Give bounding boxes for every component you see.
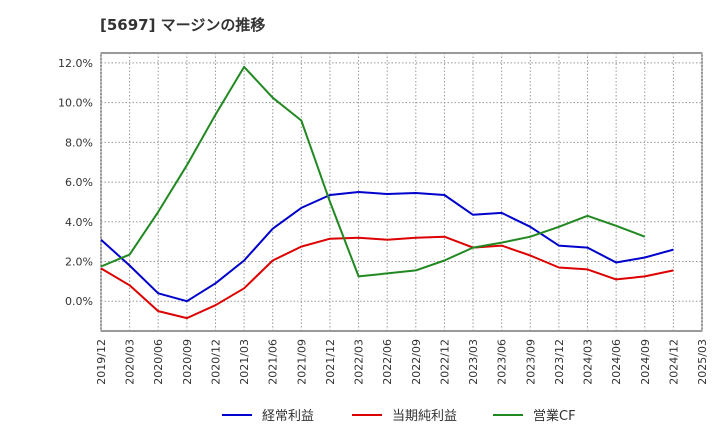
plot-area	[100, 52, 703, 332]
x-tick-label: 2024/03	[582, 339, 595, 385]
x-tick-label: 2020/09	[181, 339, 194, 385]
x-tick-label: 2024/12	[667, 339, 680, 385]
y-tick-label: 6.0%	[65, 176, 93, 189]
x-tick-label: 2020/06	[152, 339, 165, 385]
y-tick-label: 8.0%	[65, 136, 93, 149]
y-tick-label: 10.0%	[58, 97, 93, 110]
y-tick-label: 12.0%	[58, 57, 93, 70]
x-tick-label: 2023/12	[553, 339, 566, 385]
x-tick-label: 2024/09	[639, 339, 652, 385]
series-line-1	[100, 235, 674, 320]
y-tick-label: 4.0%	[65, 216, 93, 229]
x-tick-label: 2021/09	[295, 339, 308, 385]
series-line-2	[100, 65, 646, 278]
chart-title: [5697] マージンの推移	[100, 16, 266, 34]
y-tick-label: 0.0%	[65, 295, 93, 308]
x-tick-label: 2023/09	[524, 339, 537, 385]
x-tick-label: 2022/06	[381, 339, 394, 385]
y-tick-label: 2.0%	[65, 256, 93, 269]
x-tick-label: 2024/06	[610, 339, 623, 385]
legend-label-0: 経常利益	[262, 409, 314, 424]
x-tick-label: 2021/06	[267, 339, 280, 385]
series-line-0	[100, 191, 674, 303]
x-tick-label: 2022/09	[410, 339, 423, 385]
x-tick-label: 2023/06	[496, 339, 509, 385]
x-tick-label: 2022/12	[438, 339, 451, 385]
x-tick-label: 2019/12	[95, 339, 108, 385]
x-tick-label: 2020/03	[124, 339, 137, 385]
x-tick-label: 2020/12	[209, 339, 222, 385]
legend-label-2: 営業CF	[533, 408, 576, 424]
x-tick-label: 2021/12	[324, 339, 337, 385]
x-tick-label: 2023/03	[467, 339, 480, 385]
x-tick-label: 2022/03	[353, 339, 366, 385]
legend-label-1: 当期純利益	[392, 409, 457, 424]
x-tick-label: 2021/03	[238, 339, 251, 385]
x-tick-label: 2025/03	[696, 339, 709, 385]
